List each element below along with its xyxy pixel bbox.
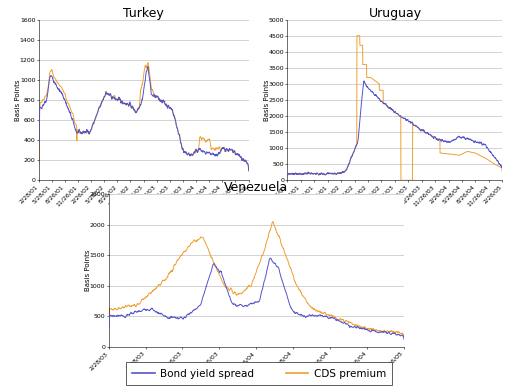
Y-axis label: Basis Points: Basis Points [16, 79, 21, 121]
Legend: Bond yield spread, CDS premium: Bond yield spread, CDS premium [126, 362, 392, 385]
Title: Turkey: Turkey [123, 7, 164, 20]
Title: Uruguay: Uruguay [368, 7, 422, 20]
Y-axis label: Basis Points: Basis Points [85, 250, 91, 291]
Y-axis label: Basis Points: Basis Points [264, 79, 270, 121]
Title: Venezuela: Venezuela [224, 181, 289, 194]
